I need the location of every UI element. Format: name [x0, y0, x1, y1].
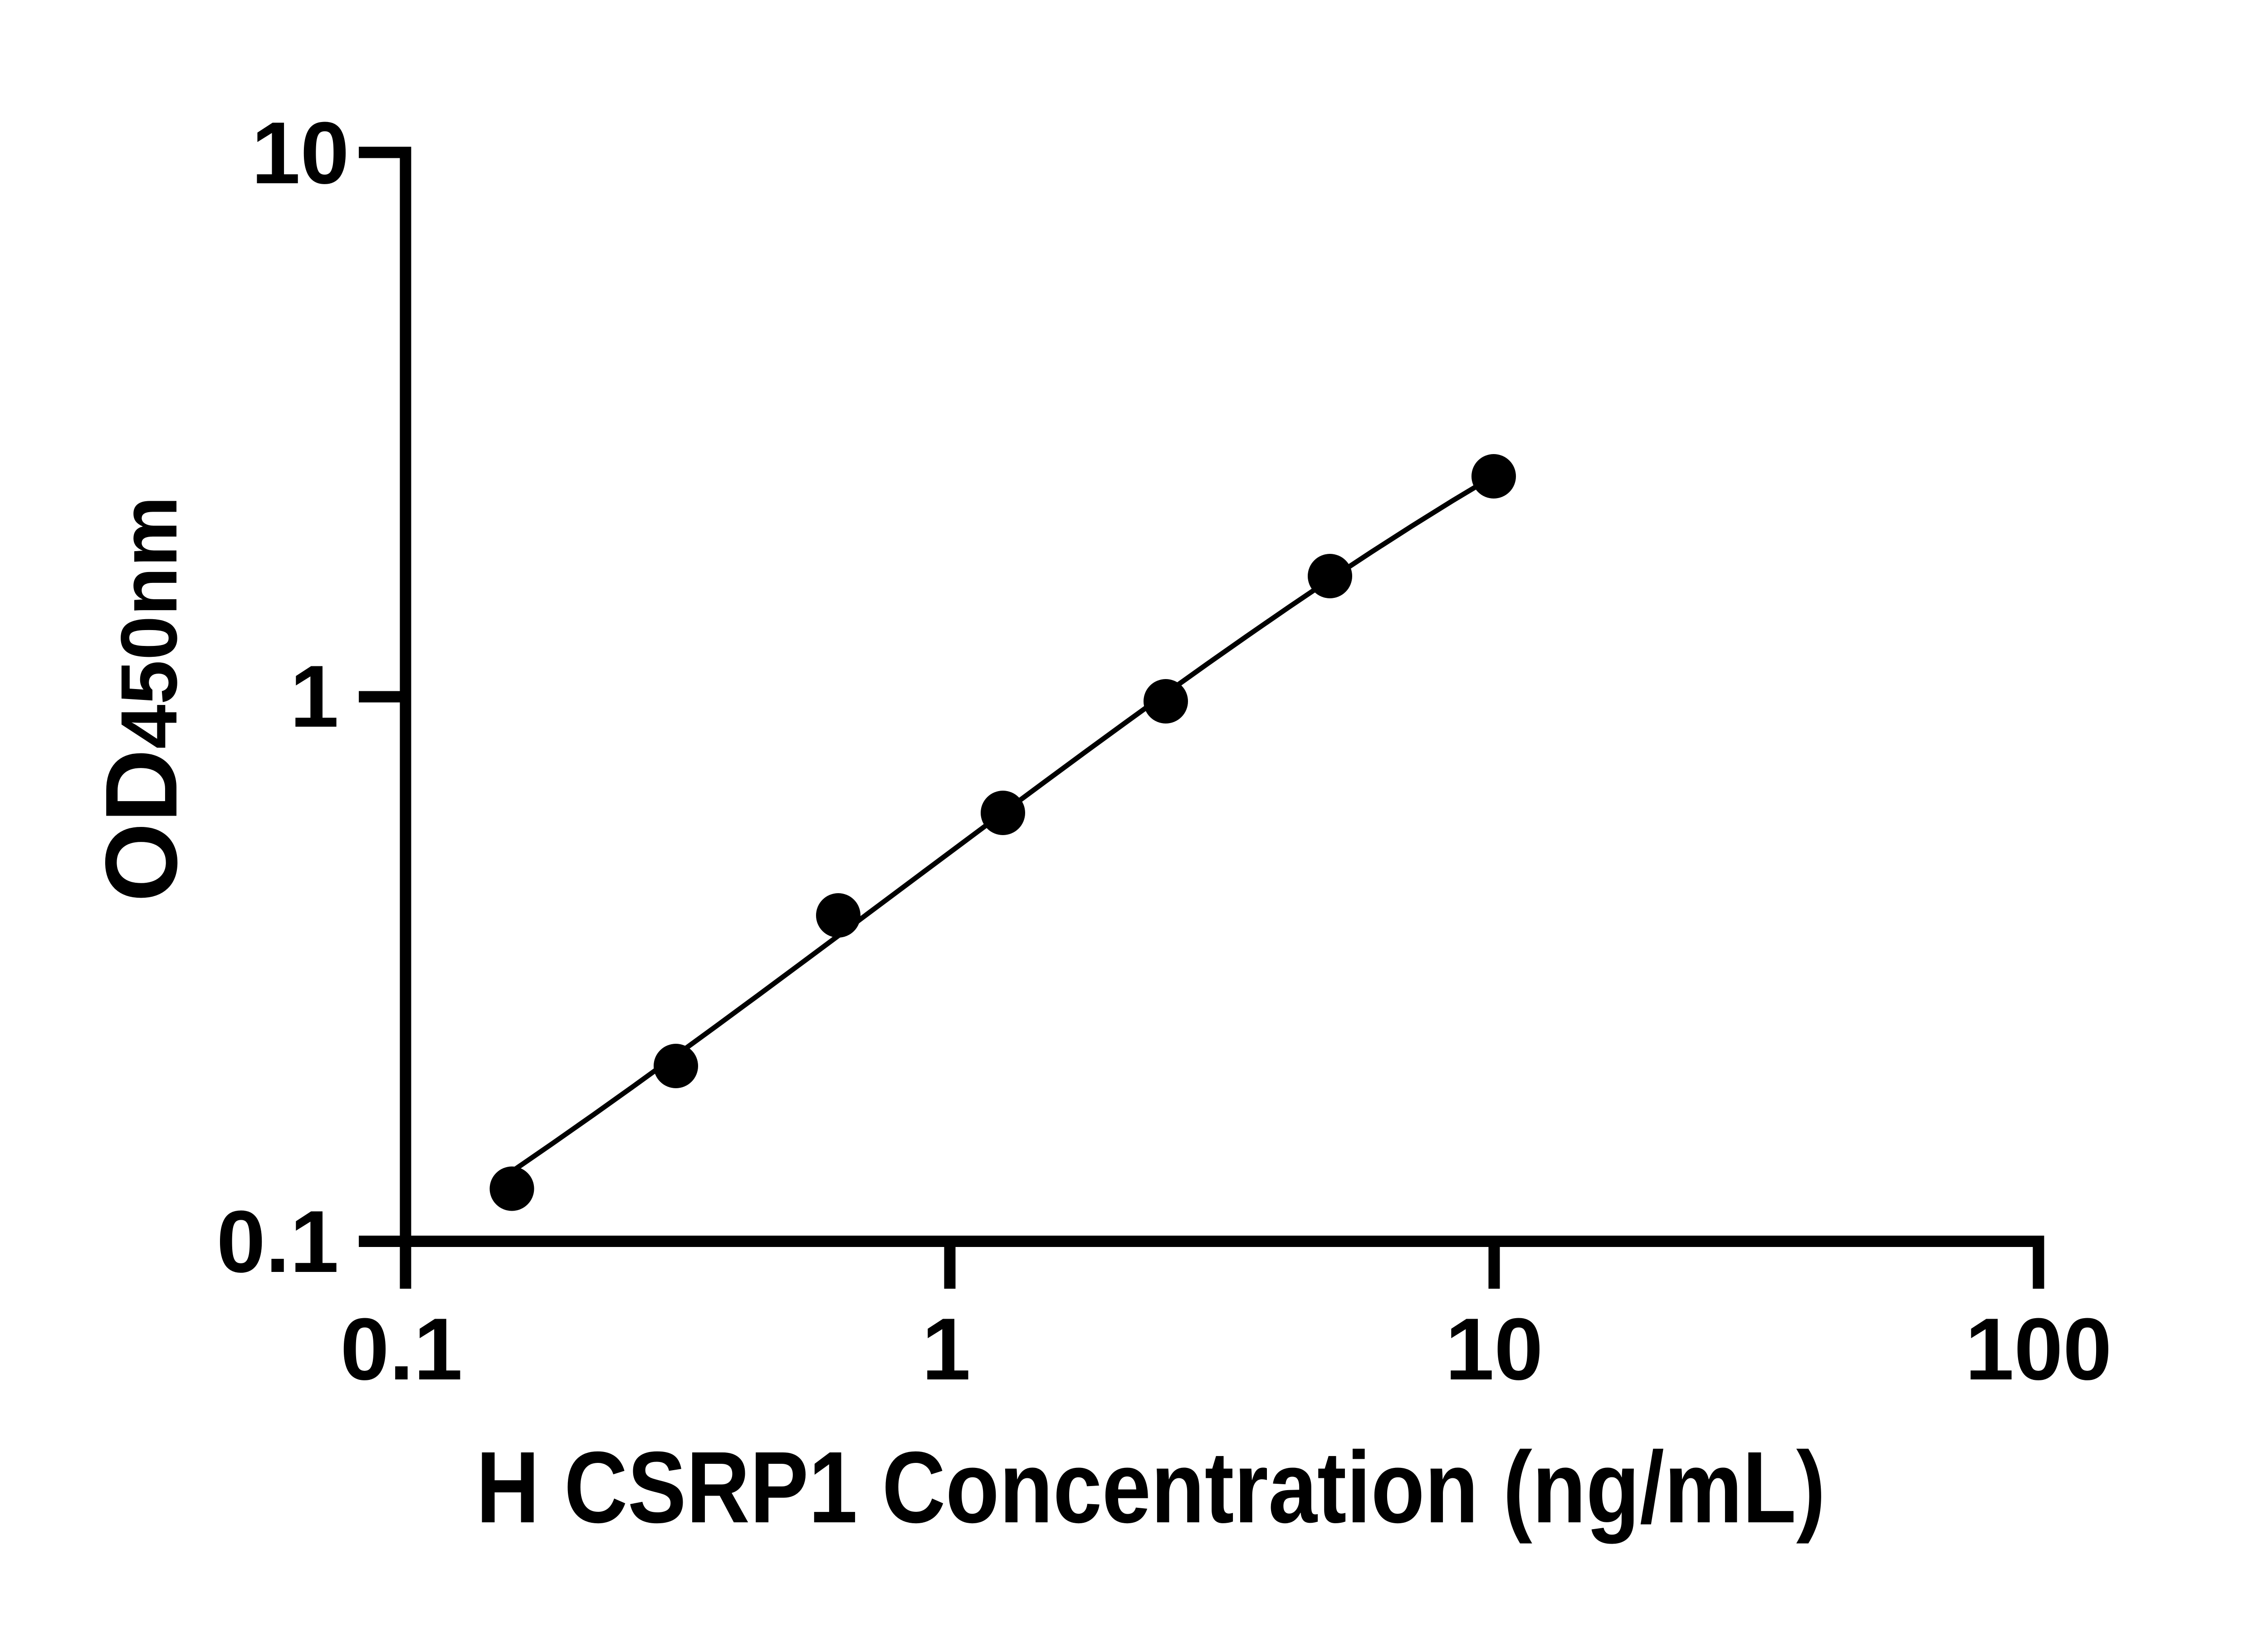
svg-text:H CSRP1 Concentration (ng/mL): H CSRP1 Concentration (ng/mL) [476, 1431, 1826, 1544]
svg-text:0.1: 0.1 [340, 1300, 463, 1398]
svg-text:10: 10 [251, 104, 349, 202]
svg-text:1: 1 [290, 647, 339, 746]
svg-text:1: 1 [922, 1300, 971, 1398]
svg-text:10: 10 [1445, 1300, 1543, 1398]
svg-text:OD450nm: OD450nm [84, 496, 198, 902]
svg-text:0.1: 0.1 [216, 1193, 339, 1291]
svg-text:100: 100 [1965, 1300, 2112, 1398]
